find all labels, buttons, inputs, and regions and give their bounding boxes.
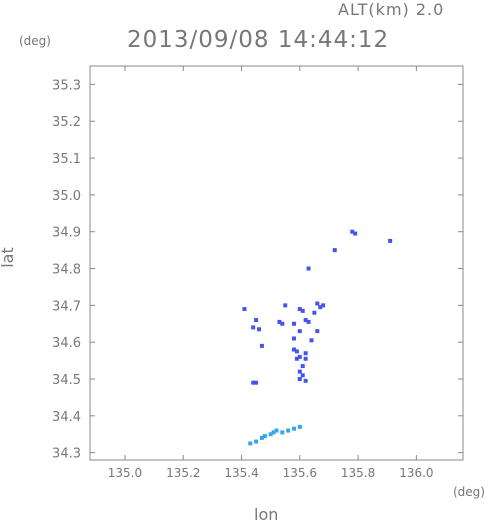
data-point [300,364,305,369]
x-tick-label: 135.6 [283,466,317,480]
data-point [294,349,299,354]
y-tick-label: 34.5 [52,373,81,388]
y-tick-label: 34.7 [52,299,81,314]
data-point [291,336,296,341]
data-point [303,351,308,356]
data-point [291,321,296,326]
data-point [248,441,253,446]
x-tick-label: 135.8 [341,466,375,480]
y-tick-label: 35.2 [52,115,81,130]
data-point [286,428,291,433]
y-tick-label: 35.3 [52,78,81,93]
data-point [251,380,256,385]
data-point [303,378,308,383]
y-tick-label: 34.3 [52,447,81,462]
timestamp-title: 2013/09/08 14:44:12 [127,27,390,53]
y-tick-label: 34.8 [52,263,81,278]
data-point [277,319,282,324]
data-point [300,308,305,313]
y-unit-label: (deg) [19,34,51,48]
data-point [271,430,276,435]
data-point [254,439,259,444]
data-point [259,435,264,440]
data-point [300,373,305,378]
data-point [297,307,302,312]
data-point [254,380,259,385]
data-point [297,369,302,374]
x-tick-label: 135.4 [224,466,258,480]
data-point [306,319,311,324]
data-point [315,301,320,306]
y-tick-label: 35.0 [52,189,81,204]
data-point [294,356,299,361]
data-point [257,327,262,332]
data-point [262,434,267,439]
data-point [353,231,358,236]
data-point [321,303,326,308]
data-point [291,426,296,431]
data-point [312,310,317,315]
x-unit-label: (deg) [453,485,485,499]
x-axis-label: lon [254,505,279,524]
y-tick-label: 35.1 [52,152,81,167]
x-tick-label: 135.2 [166,466,200,480]
data-point [297,329,302,334]
data-point [309,338,314,343]
data-point [303,318,308,323]
data-point [306,266,311,271]
data-point [251,325,256,330]
data-point [283,303,288,308]
altitude-label: ALT(km) 2.0 [338,0,445,19]
data-point [297,354,302,359]
data-point [303,356,308,361]
y-tick-label: 34.6 [52,336,81,351]
x-tick-label: 136.0 [399,466,433,480]
data-point [315,329,320,334]
data-point [318,305,323,310]
data-point [297,424,302,429]
data-point [388,238,393,243]
data-point [350,229,355,234]
data-point [254,318,259,323]
data-point [259,343,264,348]
data-point [297,376,302,381]
plot-frame [89,65,464,461]
y-tick-label: 34.9 [52,226,81,241]
data-point [280,430,285,435]
data-point [332,248,337,253]
data-point [274,428,279,433]
data-point [280,321,285,326]
x-tick-label: 135.0 [108,466,142,480]
data-point [291,347,296,352]
data-point [242,307,247,312]
data-point [268,432,273,437]
y-tick-label: 34.4 [52,410,81,425]
